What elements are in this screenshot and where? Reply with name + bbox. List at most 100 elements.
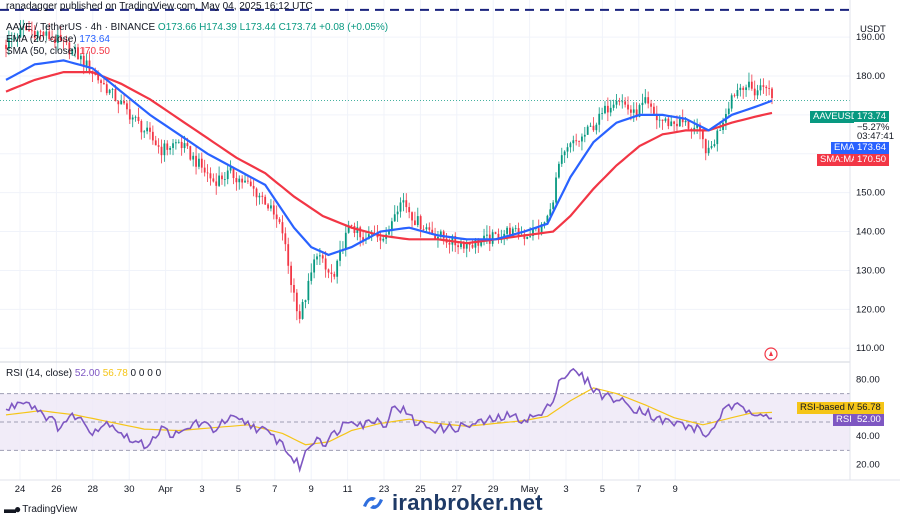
currency-label: USDT [860, 24, 886, 35]
ema-legend[interactable]: EMA (20, close) 173.64 [6, 34, 110, 46]
candle-body [39, 31, 42, 33]
candle-body [739, 87, 742, 91]
candle-body [74, 47, 77, 50]
time-axis-ticks: 24 26 28 30 Apr 3 5 7 9 11 23 25 27 29 May 3 5 7 9 [15, 484, 678, 495]
candle-body [494, 232, 497, 234]
candle-body [710, 146, 713, 148]
rsi-legend[interactable]: RSI (14, close) 52.00 56.78 0 0 0 0 [6, 368, 161, 380]
rsi-ma-line [5, 387, 773, 446]
candle-body [563, 151, 566, 156]
time-tick-label: 7 [272, 484, 277, 495]
tradingview-mark-icon: ▬● [4, 502, 21, 516]
alert-icon[interactable] [764, 347, 778, 361]
candle-body [606, 105, 609, 113]
candle-body [270, 205, 272, 209]
candle-body [687, 120, 690, 129]
sma-tag: 170.50 [854, 154, 890, 166]
candle-body [629, 109, 632, 113]
candle-body [388, 230, 390, 235]
candle-body [736, 90, 739, 97]
price-tick-label: 190.00 [856, 32, 885, 43]
candle-body [506, 227, 508, 234]
candle-body [653, 106, 655, 114]
candle-body [212, 178, 215, 182]
candle-body [324, 258, 327, 270]
candle-body [56, 34, 59, 43]
candle-body [154, 140, 157, 146]
candle-body [146, 127, 149, 132]
candle-body [157, 145, 160, 147]
symbol-name[interactable]: AAVE / TetherUS · 4h · BINANCE [6, 22, 156, 33]
candle-body [618, 101, 621, 102]
time-tick-label: 3 [199, 484, 204, 495]
price-tick-label: 130.00 [856, 265, 885, 276]
candle-body [762, 85, 765, 87]
candle-body [428, 227, 431, 230]
candle-body [31, 30, 33, 32]
candle-body [768, 88, 771, 89]
price-tick-label: 140.00 [856, 227, 885, 238]
candle-body [79, 55, 82, 60]
candle-body [422, 229, 425, 230]
candle-body [655, 113, 658, 121]
candle-body [318, 255, 321, 257]
candle-body [486, 234, 488, 236]
time-tick-label: 11 [343, 484, 353, 495]
tradingview-logo[interactable]: ▬● TradingView [4, 502, 77, 516]
candle-body [650, 103, 652, 107]
candle-body [693, 127, 696, 131]
sma-legend[interactable]: SMA (50, close) 170.50 [6, 46, 110, 58]
candle-body [330, 272, 333, 274]
candle-body [108, 89, 111, 94]
candle-body [707, 147, 710, 154]
candle-body [658, 119, 661, 121]
candle-body [491, 232, 494, 244]
candle-body [347, 225, 350, 233]
candle-body [327, 269, 330, 273]
candle-body [460, 242, 462, 248]
candles [5, 19, 773, 324]
candle-body [235, 178, 238, 183]
candle-body [120, 101, 123, 105]
candle-body [65, 40, 68, 43]
candle-body [598, 113, 601, 125]
countdown-tag: 03:47:41 [854, 131, 897, 143]
last-price-tag: 173.74 [854, 111, 890, 123]
candle-body [457, 245, 460, 248]
candle-body [638, 105, 641, 117]
time-tick-label: 25 [415, 484, 426, 495]
candle-body [644, 97, 647, 103]
candle-body [203, 167, 206, 173]
candle-body [175, 142, 177, 144]
candle-body [301, 301, 304, 319]
candle-body [169, 147, 172, 150]
candle-body [246, 180, 249, 182]
rsi-legend-value: 52.00 [74, 368, 100, 379]
candle-body [514, 228, 517, 229]
candle-body [555, 177, 557, 203]
sma-tag-value: 170.50 [857, 154, 887, 165]
candle-body [442, 231, 445, 239]
candle-body [696, 124, 699, 128]
candle-body [290, 265, 292, 285]
candle-body [624, 101, 627, 105]
sma-legend-label: SMA (50, close) [6, 46, 77, 57]
candle-body [586, 126, 589, 135]
candle-body [537, 228, 540, 233]
candle-body [552, 202, 555, 210]
candle-body [264, 196, 267, 205]
candle-body [759, 85, 762, 91]
candle-body [117, 101, 120, 105]
candle-body [100, 80, 102, 84]
candle-body [5, 44, 7, 49]
tradingview-brand: TradingView [22, 503, 78, 515]
candle-body [16, 37, 19, 39]
candle-body [540, 224, 543, 233]
price-tick-label: 120.00 [856, 304, 885, 315]
candle-body [396, 211, 399, 215]
candle-body [284, 233, 287, 245]
candle-body [77, 47, 79, 60]
time-tick-label: 29 [488, 484, 499, 495]
time-tick-label: May [521, 484, 539, 495]
